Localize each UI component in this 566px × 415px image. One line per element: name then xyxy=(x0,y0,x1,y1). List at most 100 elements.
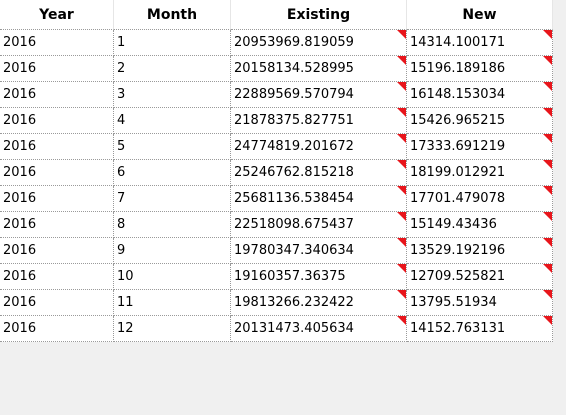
existing-cell[interactable]: 19160357.36375 xyxy=(231,264,407,290)
comment-indicator-icon[interactable] xyxy=(543,212,552,221)
new-cell[interactable]: 12709.525821 xyxy=(407,264,553,290)
year-cell[interactable]: 2016 xyxy=(0,134,114,160)
comment-indicator-icon[interactable] xyxy=(397,134,406,143)
comment-indicator-icon[interactable] xyxy=(543,186,552,195)
month-cell-value: 10 xyxy=(117,269,134,284)
column-header-year[interactable]: Year xyxy=(0,0,114,30)
year-cell[interactable]: 2016 xyxy=(0,108,114,134)
month-cell[interactable]: 10 xyxy=(114,264,231,290)
comment-indicator-icon[interactable] xyxy=(397,290,406,299)
comment-indicator-icon[interactable] xyxy=(397,186,406,195)
table-row[interactable]: 2016 4 21878375.827751 15426.965215 xyxy=(0,108,553,134)
existing-cell[interactable]: 25681136.538454 xyxy=(231,186,407,212)
year-cell[interactable]: 2016 xyxy=(0,290,114,316)
year-cell-value: 2016 xyxy=(3,217,37,232)
month-cell-value: 11 xyxy=(117,295,134,310)
comment-indicator-icon[interactable] xyxy=(543,316,552,325)
table-row[interactable]: 2016 9 19780347.340634 13529.192196 xyxy=(0,238,553,264)
comment-indicator-icon[interactable] xyxy=(543,134,552,143)
year-cell[interactable]: 2016 xyxy=(0,186,114,212)
comment-indicator-icon[interactable] xyxy=(397,212,406,221)
comment-indicator-icon[interactable] xyxy=(543,108,552,117)
new-cell[interactable]: 15426.965215 xyxy=(407,108,553,134)
comment-indicator-icon[interactable] xyxy=(397,82,406,91)
existing-cell[interactable]: 20953969.819059 xyxy=(231,30,407,56)
comment-indicator-icon[interactable] xyxy=(543,30,552,39)
column-header-new[interactable]: New xyxy=(407,0,553,30)
month-cell[interactable]: 1 xyxy=(114,30,231,56)
table-row[interactable]: 2016 2 20158134.528995 15196.189186 xyxy=(0,56,553,82)
comment-indicator-icon[interactable] xyxy=(543,82,552,91)
new-cell-value: 16148.153034 xyxy=(410,87,506,102)
comment-indicator-icon[interactable] xyxy=(397,316,406,325)
existing-cell[interactable]: 19780347.340634 xyxy=(231,238,407,264)
comment-indicator-icon[interactable] xyxy=(397,160,406,169)
table-row[interactable]: 2016 11 19813266.232422 13795.51934 xyxy=(0,290,553,316)
new-cell[interactable]: 15196.189186 xyxy=(407,56,553,82)
column-header-existing[interactable]: Existing xyxy=(231,0,407,30)
month-cell[interactable]: 11 xyxy=(114,290,231,316)
existing-cell-value: 25681136.538454 xyxy=(234,191,354,206)
year-cell-value: 2016 xyxy=(3,139,37,154)
table-row[interactable]: 2016 12 20131473.405634 14152.763131 xyxy=(0,316,553,342)
new-cell[interactable]: 16148.153034 xyxy=(407,82,553,108)
year-cell[interactable]: 2016 xyxy=(0,30,114,56)
new-cell[interactable]: 17333.691219 xyxy=(407,134,553,160)
year-cell[interactable]: 2016 xyxy=(0,160,114,186)
year-cell[interactable]: 2016 xyxy=(0,56,114,82)
existing-cell[interactable]: 22518098.675437 xyxy=(231,212,407,238)
year-cell[interactable]: 2016 xyxy=(0,316,114,342)
month-cell[interactable]: 5 xyxy=(114,134,231,160)
new-cell-value: 14314.100171 xyxy=(410,35,506,50)
month-cell[interactable]: 2 xyxy=(114,56,231,82)
month-cell-value: 2 xyxy=(117,61,126,76)
new-cell[interactable]: 14152.763131 xyxy=(407,316,553,342)
month-cell[interactable]: 3 xyxy=(114,82,231,108)
existing-cell[interactable]: 22889569.570794 xyxy=(231,82,407,108)
new-cell[interactable]: 13529.192196 xyxy=(407,238,553,264)
existing-cell[interactable]: 20131473.405634 xyxy=(231,316,407,342)
existing-cell-value: 24774819.201672 xyxy=(234,139,354,154)
table-row[interactable]: 2016 1 20953969.819059 14314.100171 xyxy=(0,30,553,56)
table-row[interactable]: 2016 3 22889569.570794 16148.153034 xyxy=(0,82,553,108)
table-row[interactable]: 2016 10 19160357.36375 12709.525821 xyxy=(0,264,553,290)
new-cell[interactable]: 13795.51934 xyxy=(407,290,553,316)
table-row[interactable]: 2016 6 25246762.815218 18199.012921 xyxy=(0,160,553,186)
month-cell-value: 8 xyxy=(117,217,126,232)
new-cell[interactable]: 15149.43436 xyxy=(407,212,553,238)
existing-cell[interactable]: 25246762.815218 xyxy=(231,160,407,186)
comment-indicator-icon[interactable] xyxy=(397,108,406,117)
new-cell-value: 15426.965215 xyxy=(410,113,506,128)
new-cell[interactable]: 14314.100171 xyxy=(407,30,553,56)
year-cell[interactable]: 2016 xyxy=(0,212,114,238)
year-cell[interactable]: 2016 xyxy=(0,82,114,108)
month-cell[interactable]: 12 xyxy=(114,316,231,342)
year-cell[interactable]: 2016 xyxy=(0,264,114,290)
table-row[interactable]: 2016 5 24774819.201672 17333.691219 xyxy=(0,134,553,160)
comment-indicator-icon[interactable] xyxy=(543,238,552,247)
existing-cell-value: 22518098.675437 xyxy=(234,217,354,232)
month-cell[interactable]: 8 xyxy=(114,212,231,238)
comment-indicator-icon[interactable] xyxy=(397,30,406,39)
existing-cell[interactable]: 24774819.201672 xyxy=(231,134,407,160)
month-cell[interactable]: 7 xyxy=(114,186,231,212)
new-cell[interactable]: 18199.012921 xyxy=(407,160,553,186)
comment-indicator-icon[interactable] xyxy=(397,56,406,65)
existing-cell[interactable]: 19813266.232422 xyxy=(231,290,407,316)
month-cell[interactable]: 4 xyxy=(114,108,231,134)
comment-indicator-icon[interactable] xyxy=(543,290,552,299)
comment-indicator-icon[interactable] xyxy=(397,238,406,247)
existing-cell[interactable]: 21878375.827751 xyxy=(231,108,407,134)
table-row[interactable]: 2016 8 22518098.675437 15149.43436 xyxy=(0,212,553,238)
month-cell[interactable]: 9 xyxy=(114,238,231,264)
new-cell[interactable]: 17701.479078 xyxy=(407,186,553,212)
comment-indicator-icon[interactable] xyxy=(543,264,552,273)
column-header-month[interactable]: Month xyxy=(114,0,231,30)
existing-cell[interactable]: 20158134.528995 xyxy=(231,56,407,82)
comment-indicator-icon[interactable] xyxy=(543,160,552,169)
year-cell[interactable]: 2016 xyxy=(0,238,114,264)
comment-indicator-icon[interactable] xyxy=(543,56,552,65)
table-row[interactable]: 2016 7 25681136.538454 17701.479078 xyxy=(0,186,553,212)
month-cell[interactable]: 6 xyxy=(114,160,231,186)
comment-indicator-icon[interactable] xyxy=(397,264,406,273)
